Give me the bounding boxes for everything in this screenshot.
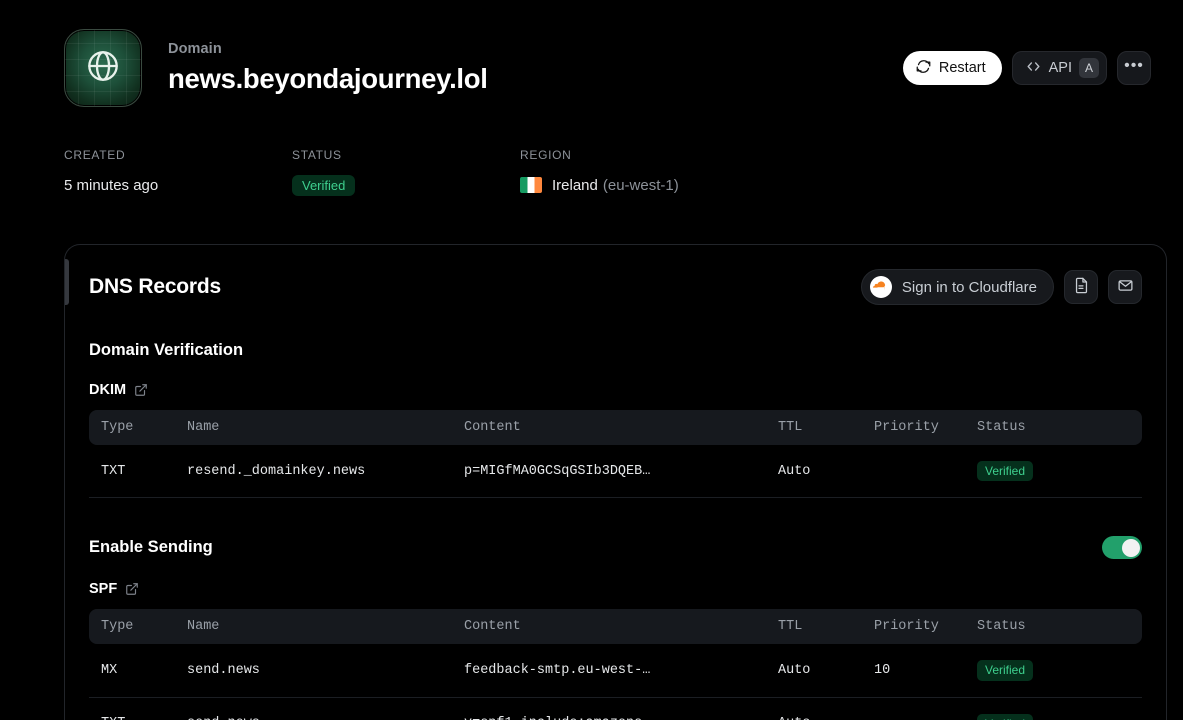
cell-name: resend._domainkey.news [187, 445, 464, 499]
cell-content: p=MIGfMA0GCSqGSIb3DQEB… [464, 445, 778, 499]
col-header-type: Type [101, 619, 134, 635]
region-code: (eu-west-1) [602, 176, 679, 194]
external-link-icon[interactable] [125, 582, 139, 596]
page-kicker: Domain [168, 41, 222, 58]
col-header-content: Content [464, 420, 521, 435]
page-header: Domain news.beyondajourney.lol Restart [64, 28, 1151, 108]
status-badge: Verified [977, 461, 1034, 482]
table-row[interactable]: TXT send.news v=spf1 include:amazons… Au… [89, 698, 1142, 720]
spf-table-body: MX send.news feedback-smtp.eu-west-… Aut… [89, 644, 1142, 720]
cell-priority [874, 698, 977, 720]
status-badge: Verified [977, 660, 1034, 681]
meta-region-value: Ireland (eu-west-1) [520, 173, 679, 197]
dkim-records-table: Type Name Content TTL Priority Status TX… [89, 410, 1142, 499]
api-label: API [1048, 60, 1072, 76]
table-row[interactable]: MX send.news feedback-smtp.eu-west-… Aut… [89, 644, 1142, 698]
spf-table-head: Type Name Content TTL Priority Status [89, 609, 1142, 645]
cell-name: send.news [187, 644, 464, 698]
meta-status-label: STATUS [292, 148, 342, 162]
table-header-row: Type Name Content TTL Priority Status [89, 609, 1142, 645]
meta-status-value: Verified [292, 173, 520, 197]
cell-status: Verified [977, 644, 1142, 698]
globe-icon [83, 46, 123, 91]
col-header-status: Status [977, 420, 1026, 435]
envelope-icon [1117, 277, 1134, 297]
cell-type: MX [89, 644, 187, 698]
meta-created: CREATED 5 minutes ago [64, 148, 292, 197]
enable-sending-row: Enable Sending [89, 536, 1142, 560]
send-email-button[interactable] [1108, 270, 1142, 304]
api-shortcut-badge: A [1079, 58, 1099, 78]
domain-avatar [64, 29, 142, 107]
section-title-domain-verification: Domain Verification [89, 341, 244, 359]
dkim-table-head: Type Name Content TTL Priority Status [89, 410, 1142, 445]
dns-card-title: DNS Records [89, 275, 222, 298]
ellipsis-icon: ••• [1124, 56, 1144, 74]
col-header-ttl: TTL [778, 619, 803, 635]
status-badge: Verified [977, 713, 1034, 720]
table-row[interactable]: TXT resend._domainkey.news p=MIGfMA0GCSq… [89, 445, 1142, 499]
dkim-table-body: TXT resend._domainkey.news p=MIGfMA0GCSq… [89, 445, 1142, 499]
page-title: news.beyondajourney.lol [168, 63, 488, 95]
col-header-name: Name [187, 619, 220, 635]
region-name: Ireland [552, 176, 598, 194]
api-button[interactable]: API A [1011, 51, 1107, 85]
subsection-spf: SPF [89, 581, 1142, 597]
external-link-icon[interactable] [134, 383, 148, 397]
meta-region-label: REGION [520, 148, 572, 162]
cloudflare-cloud-icon [869, 276, 892, 298]
dns-card-body: Domain Verification DKIM Type Name [65, 341, 1166, 720]
table-header-row: Type Name Content TTL Priority Status [89, 410, 1142, 445]
meta-created-value: 5 minutes ago [64, 176, 159, 194]
restart-button[interactable]: Restart [902, 51, 1002, 85]
dns-card-actions: Sign in to Cloudflare [860, 269, 1142, 305]
col-header-priority: Priority [874, 420, 939, 435]
meta-status: STATUS Verified [292, 148, 520, 197]
subsection-spf-label: SPF [89, 581, 118, 598]
col-header-status: Status [977, 619, 1026, 635]
dns-records-card: DNS Records Sign in to Cloudflare [64, 244, 1167, 720]
col-header-content: Content [464, 619, 521, 635]
meta-created-label: CREATED [64, 148, 126, 162]
subsection-dkim: DKIM [89, 382, 1142, 398]
cell-ttl: Auto [778, 644, 874, 698]
dns-card-header: DNS Records Sign in to Cloudflare [65, 245, 1166, 305]
refresh-icon [916, 59, 931, 78]
col-header-type: Type [101, 420, 134, 435]
cell-status: Verified [977, 698, 1142, 720]
subsection-dkim-label: DKIM [89, 382, 127, 398]
cell-status: Verified [977, 445, 1142, 499]
cell-ttl: Auto [778, 698, 874, 720]
cell-ttl: Auto [778, 445, 874, 499]
cell-priority [874, 445, 977, 499]
col-header-ttl: TTL [778, 420, 803, 435]
spf-records-table: Type Name Content TTL Priority Status MX… [89, 609, 1142, 720]
cloudflare-signin-button[interactable]: Sign in to Cloudflare [860, 269, 1054, 305]
card-accent-bar [65, 259, 69, 305]
cell-content: feedback-smtp.eu-west-… [464, 644, 778, 698]
restart-label: Restart [938, 60, 986, 76]
cell-content: v=spf1 include:amazons… [464, 698, 778, 720]
document-icon [1073, 277, 1090, 297]
domain-meta-row: CREATED 5 minutes ago STATUS Verified RE… [64, 148, 679, 197]
cell-type: TXT [89, 445, 187, 499]
more-options-button[interactable]: ••• [1117, 51, 1151, 85]
col-header-name: Name [187, 420, 220, 435]
flag-ireland-icon [520, 177, 542, 193]
status-badge: Verified [292, 174, 356, 196]
view-records-doc-button[interactable] [1064, 270, 1098, 304]
cell-priority: 10 [874, 644, 977, 698]
cell-type: TXT [89, 698, 187, 720]
section-title-enable-sending: Enable Sending [89, 538, 213, 557]
meta-region: REGION Ireland (eu-west-1) [520, 148, 679, 197]
cloudflare-signin-label: Sign in to Cloudflare [901, 278, 1037, 296]
enable-sending-toggle[interactable] [1102, 536, 1142, 560]
header-actions: Restart API A ••• [902, 51, 1151, 85]
code-brackets-icon [1025, 58, 1042, 79]
cell-name: send.news [187, 698, 464, 720]
col-header-priority: Priority [874, 619, 939, 635]
header-text-group: Domain news.beyondajourney.lol [168, 41, 488, 94]
